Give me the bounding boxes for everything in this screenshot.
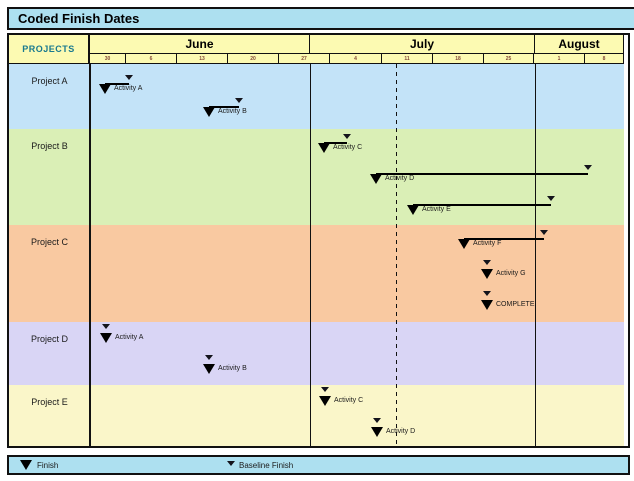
variance-line [209,106,239,108]
baseline-finish-marker-icon[interactable] [321,387,329,392]
month-header-august: August [535,35,624,54]
week-tick-august-8: 8 [585,54,624,64]
row-project-e: Project E [9,385,624,446]
milestone-label: Activity D [385,175,415,182]
milestone-label: Activity A [115,334,144,341]
projects-header-label: PROJECTS [22,44,75,54]
finish-marker-icon[interactable] [100,333,112,343]
milestone-label: Activity A [114,85,143,92]
project-name-label: Project C [30,237,68,247]
finish-marker-icon[interactable] [99,84,111,94]
month-divider-line [535,64,536,446]
week-tick-july-11: 11 [382,54,433,64]
finish-marker-icon[interactable] [319,396,331,406]
row-project-a: Project A [9,64,624,129]
milestone-label: Activity B [218,108,247,115]
row-project-c: Project C [9,225,624,322]
baseline-finish-marker-icon[interactable] [205,355,213,360]
row-project-d: Project D [9,322,624,385]
project-name-label: Project D [30,334,68,344]
chart-area: Activity A Activity B Activity C Activity D… [89,64,624,446]
projects-column-divider [89,64,91,446]
milestone-label: Activity F [473,240,502,247]
baseline-finish-icon [227,461,235,466]
baseline-finish-marker-icon[interactable] [125,75,133,80]
milestone-label: Activity G [496,270,526,277]
milestone-label: Activity E [422,206,451,213]
month-header-row: June 30 6 13 20 27 July 4 11 18 25 August 1 8 [90,35,624,64]
week-tick-june-30: 30 [90,54,126,64]
milestone-label: Activity D [386,428,416,435]
legend-finish-label: Finish [37,461,59,470]
variance-line [324,142,347,144]
baseline-finish-marker-icon[interactable] [343,134,351,139]
project-name-label: Project E [31,397,68,407]
week-tick-june-13: 13 [177,54,228,64]
week-tick-june-27: 27 [279,54,330,64]
finish-icon [20,460,32,470]
baseline-finish-marker-icon[interactable] [483,291,491,296]
project-rows: Project A Project B Project C Project D Proj… [9,64,624,446]
month-header-july: July [310,35,535,54]
baseline-finish-marker-icon[interactable] [235,98,243,103]
week-tick-june-6: 6 [126,54,177,64]
baseline-finish-marker-icon[interactable] [547,196,555,201]
finish-marker-icon[interactable] [203,364,215,374]
milestone-label: COMPLETE [496,301,535,308]
week-tick-june-20: 20 [228,54,279,64]
variance-line [376,173,588,175]
week-tick-august-1: 1 [534,54,585,64]
finish-marker-icon[interactable] [370,174,382,184]
finish-marker-icon[interactable] [203,107,215,117]
data-date-line [396,64,397,446]
page-title: Coded Finish Dates [7,7,634,30]
finish-marker-icon[interactable] [371,427,383,437]
milestone-label: Activity C [333,144,363,151]
finish-marker-icon[interactable] [407,205,419,215]
month-header-june: June [90,35,310,54]
page-title-text: Coded Finish Dates [18,11,140,26]
project-name-label: Project A [31,76,68,86]
milestone-label: Activity C [334,397,364,404]
baseline-finish-marker-icon[interactable] [540,230,548,235]
finish-marker-icon[interactable] [458,239,470,249]
gantt-table: PROJECTS June 30 6 13 20 27 July 4 11 18 25 August 1… [7,33,630,448]
variance-line [105,83,129,85]
project-name-label: Project B [31,141,68,151]
projects-column-header: PROJECTS [9,35,90,64]
month-divider-line [310,64,311,446]
legend-baseline-finish-label: Baseline Finish [239,461,294,470]
finish-marker-icon[interactable] [318,143,330,153]
week-tick-july-25: 25 [484,54,534,64]
baseline-finish-marker-icon[interactable] [102,324,110,329]
legend: Finish Baseline Finish [7,455,630,475]
row-project-b: Project B [9,129,624,225]
milestone-label: Activity B [218,365,247,372]
variance-line [464,238,544,240]
finish-marker-icon[interactable] [481,269,493,279]
finish-marker-icon[interactable] [481,300,493,310]
baseline-finish-marker-icon[interactable] [483,260,491,265]
week-tick-july-4: 4 [330,54,382,64]
baseline-finish-marker-icon[interactable] [373,418,381,423]
baseline-finish-marker-icon[interactable] [584,165,592,170]
variance-line [413,204,551,206]
week-tick-july-18: 18 [433,54,484,64]
